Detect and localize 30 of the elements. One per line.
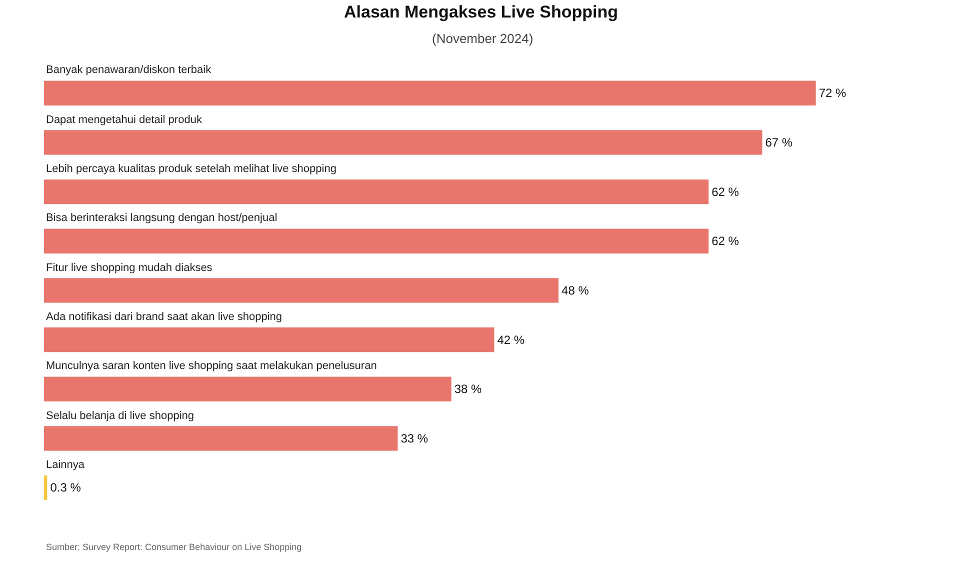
- data-label: 48 %: [562, 283, 590, 298]
- y-tick-label: Munculnya saran konten live shopping saat melakukan penelusuran: [46, 360, 377, 372]
- bar: [44, 130, 762, 155]
- bar: [44, 179, 709, 204]
- data-label: 33 %: [400, 431, 428, 446]
- data-label: 72 %: [818, 86, 846, 100]
- bar: [44, 327, 494, 352]
- y-tick-label: Selalu belanja di live shopping: [46, 410, 194, 422]
- bar: [44, 228, 709, 254]
- data-label: 62 %: [712, 234, 740, 248]
- data-label: 67 %: [765, 135, 793, 150]
- y-tick-label: Bisa berinteraksi langsung dengan host/penjual: [46, 212, 278, 224]
- data-label: 62 %: [712, 184, 740, 199]
- bar: [44, 80, 816, 106]
- bar: [44, 278, 559, 303]
- bar: [44, 376, 452, 402]
- data-label: 0.3 %: [50, 480, 82, 495]
- y-tick-label: Lebih percaya kualitas produk setelah melihat live shopping: [46, 163, 336, 175]
- y-tick-label: Fitur live shopping mudah diakses: [46, 262, 213, 274]
- data-label: 38 %: [454, 382, 482, 396]
- text: Sumber: Survey Report: Consumer Behaviour on Live Shopping: [46, 542, 302, 552]
- bar: [44, 475, 48, 500]
- bar: [44, 426, 398, 451]
- chart-title: Alasan Mengakses Live Shopping: [344, 2, 618, 22]
- chart-subtitle: (November 2024): [432, 31, 534, 46]
- y-tick-label: Dapat mengetahui detail produk: [46, 114, 202, 126]
- y-tick-label: Banyak penawaran/diskon terbaik: [46, 64, 212, 76]
- data-label: 42 %: [497, 332, 525, 347]
- y-tick-label: Lainnya: [46, 459, 86, 471]
- y-tick-label: Ada notifikasi dari brand saat akan live shopping: [46, 311, 282, 323]
